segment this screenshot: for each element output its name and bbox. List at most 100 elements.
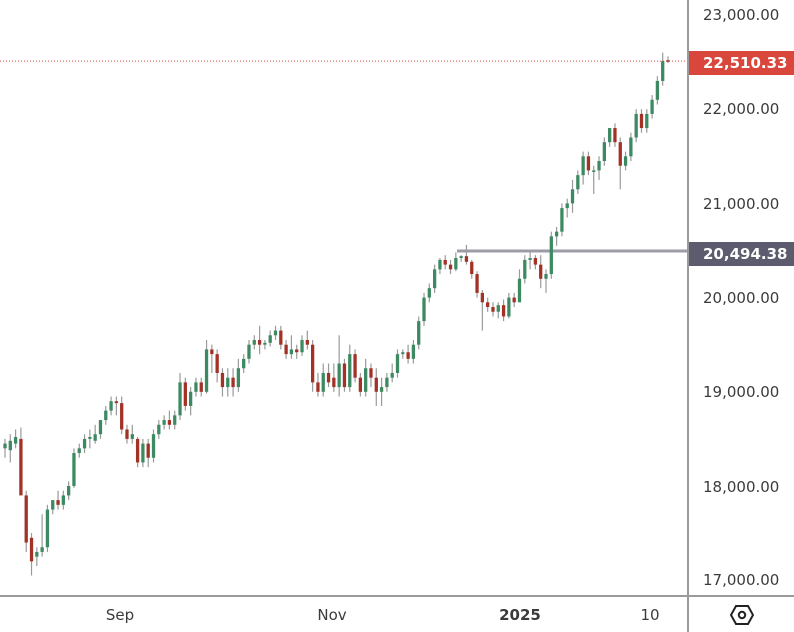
- candle: [35, 547, 39, 567]
- candle: [295, 344, 299, 359]
- candle: [364, 358, 368, 397]
- candle: [210, 344, 214, 373]
- horizontal-level-label: 20,494.38: [689, 242, 794, 266]
- candle: [289, 335, 294, 359]
- candle: [194, 377, 198, 397]
- candle: [491, 302, 495, 317]
- candle: [183, 377, 187, 411]
- candle: [236, 358, 241, 392]
- candle: [72, 448, 76, 488]
- candle: [257, 325, 262, 355]
- candle: [188, 387, 193, 416]
- candle: [645, 109, 649, 133]
- candle: [125, 424, 129, 444]
- candle: [602, 137, 606, 166]
- candle: [496, 302, 500, 319]
- candle: [623, 151, 628, 171]
- time-axis[interactable]: Sep Nov 2025 10: [0, 595, 687, 632]
- candle: [401, 349, 405, 359]
- candle: [321, 363, 325, 397]
- candle: [613, 123, 617, 147]
- candle: [51, 500, 55, 515]
- candle: [141, 438, 145, 468]
- time-tick: Sep: [105, 606, 135, 624]
- candle: [666, 56, 670, 64]
- candle: [570, 179, 575, 213]
- candle: [486, 297, 490, 312]
- candle: [517, 269, 522, 303]
- candle: [539, 255, 543, 289]
- candle: [417, 316, 421, 350]
- candle: [374, 368, 378, 406]
- candle: [661, 52, 665, 86]
- candle: [220, 368, 225, 397]
- candle: [114, 396, 119, 416]
- candle: [385, 372, 389, 392]
- candle: [242, 354, 246, 373]
- candle: [422, 292, 426, 326]
- candle: [565, 198, 569, 218]
- last-price-label: 22,510.33: [689, 51, 794, 75]
- candle: [61, 490, 65, 510]
- candle: [24, 490, 28, 552]
- price-tick: 18,000.00: [703, 478, 780, 496]
- candle: [215, 349, 219, 383]
- candlestick-series: [0, 52, 687, 576]
- candle: [586, 151, 591, 176]
- candle: [162, 415, 166, 430]
- candle: [146, 438, 150, 468]
- settings-hexagon-icon: [729, 604, 754, 625]
- candle: [629, 132, 633, 162]
- candle: [29, 533, 34, 576]
- candle: [544, 269, 548, 293]
- candle: [316, 372, 320, 397]
- candle: [157, 420, 161, 439]
- candle: [77, 443, 81, 458]
- time-tick: 2025: [499, 606, 541, 624]
- candle: [554, 226, 559, 246]
- candle: [523, 255, 527, 284]
- candle: [167, 410, 172, 430]
- candle: [549, 231, 553, 279]
- candle: [411, 339, 416, 364]
- candle: [88, 429, 92, 449]
- candle: [608, 128, 612, 147]
- time-tick: 10: [640, 606, 660, 624]
- candle: [247, 339, 251, 364]
- candle: [528, 250, 532, 270]
- candle: [581, 151, 585, 185]
- chart-plot-area[interactable]: [0, 0, 687, 595]
- candle: [560, 203, 564, 237]
- price-tick: 21,000.00: [703, 195, 780, 213]
- price-axis[interactable]: 23,000.00 22,000.00 21,000.00 20,000.00 …: [687, 0, 794, 595]
- candle: [268, 330, 272, 347]
- candle: [639, 109, 644, 133]
- candle: [279, 325, 283, 350]
- candle: [284, 339, 288, 359]
- candle: [310, 339, 315, 392]
- candle: [82, 434, 87, 454]
- price-tick: 20,000.00: [703, 289, 780, 307]
- candle: [618, 137, 622, 190]
- candle: [448, 259, 453, 275]
- candle: [353, 349, 357, 383]
- candle: [56, 490, 60, 510]
- candle: [104, 405, 108, 425]
- price-tick: 17,000.00: [703, 571, 780, 589]
- candle: [406, 344, 410, 364]
- candle: [358, 372, 363, 397]
- candle: [390, 363, 394, 383]
- candle: [3, 438, 7, 458]
- candle: [120, 396, 124, 435]
- candle: [204, 339, 209, 394]
- candle: [173, 410, 177, 430]
- candle: [533, 255, 538, 270]
- candle: [151, 429, 156, 463]
- candle: [199, 377, 203, 397]
- candle: [252, 335, 256, 350]
- candle: [464, 244, 469, 265]
- candle: [332, 363, 336, 392]
- candle: [326, 363, 331, 388]
- chart-settings-button[interactable]: [687, 595, 794, 632]
- candle: [427, 283, 431, 303]
